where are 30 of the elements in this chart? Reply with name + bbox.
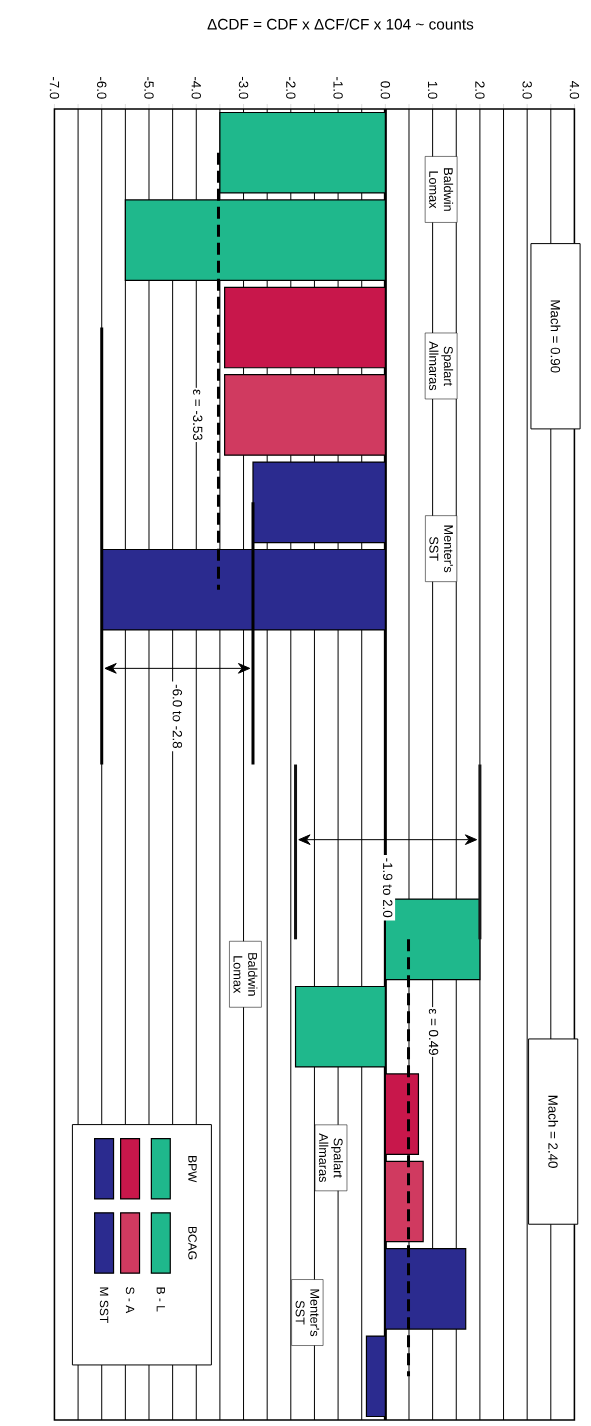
x-tick-label: -1.0 xyxy=(333,76,343,99)
annotation: -1.9 to 2.0 xyxy=(382,858,393,918)
annotation: -6.0 to -2.8 xyxy=(172,684,182,749)
x-tick-label: 2.0 xyxy=(474,81,485,99)
annotation: Menter's SST xyxy=(295,1289,319,1337)
x-tick-label: 3.0 xyxy=(522,81,532,99)
annotation: S - A xyxy=(125,1287,135,1314)
annotation: BCAG xyxy=(188,1227,197,1260)
x-tick-label: 1.0 xyxy=(427,81,438,99)
x-tick-label: 4.0 xyxy=(569,81,579,99)
x-tick-label: -4.0 xyxy=(191,76,201,99)
annotation: Spalart Allmaras xyxy=(318,1133,343,1182)
annotation: Mach = 0.90 xyxy=(550,300,561,373)
x-tick-label: -2.0 xyxy=(285,76,296,99)
x-tick-label: -6.0 xyxy=(96,76,107,99)
annotation: Mach = 2.40 xyxy=(548,1095,558,1168)
annotation: ε = 0.49 xyxy=(428,1008,439,1055)
annotation: Menter's SST xyxy=(429,525,453,573)
x-tick-label: -5.0 xyxy=(144,76,154,99)
annotation: Spalart Allmaras xyxy=(428,341,453,391)
x-tick-label: -3.0 xyxy=(238,76,249,99)
x-axis-title: ΔCDF = CDF x ΔCF/CF x 104 ~ counts xyxy=(207,18,474,30)
annotation: Baldwin Lomax xyxy=(233,953,258,996)
annotation: B - L xyxy=(156,1287,165,1312)
annotation: ε = -3.53 xyxy=(192,389,203,441)
annotation: Baldwin Lomax xyxy=(428,168,453,211)
x-tick-label: 0.0 xyxy=(380,81,390,99)
annotation: BPW xyxy=(188,1156,197,1183)
x-tick-label: -7.0 xyxy=(49,76,59,99)
annotation: M SST xyxy=(99,1287,109,1323)
